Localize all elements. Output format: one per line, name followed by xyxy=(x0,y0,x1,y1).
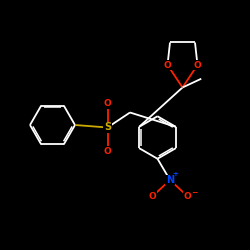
Text: O: O xyxy=(104,147,112,156)
Text: O: O xyxy=(194,60,202,70)
Text: −: − xyxy=(191,188,198,197)
Text: O: O xyxy=(104,99,112,108)
Text: +: + xyxy=(172,171,178,177)
Text: O: O xyxy=(148,192,156,201)
Text: N: N xyxy=(166,175,174,185)
Text: O: O xyxy=(164,60,172,70)
Text: O: O xyxy=(184,192,192,201)
Text: S: S xyxy=(104,122,111,132)
